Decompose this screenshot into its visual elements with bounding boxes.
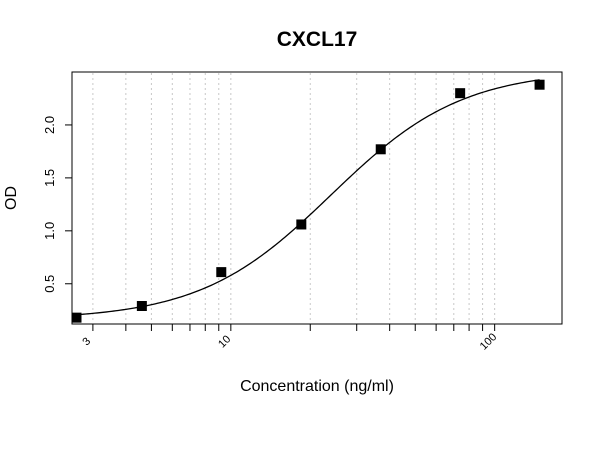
data-point bbox=[296, 219, 307, 230]
chart-title: CXCL17 bbox=[277, 28, 358, 51]
y-tick-label: 0.5 bbox=[42, 275, 57, 293]
y-tick-label: 1.5 bbox=[42, 169, 57, 187]
data-points bbox=[71, 79, 545, 323]
x-tick-label: 100 bbox=[478, 331, 499, 352]
data-point bbox=[136, 301, 147, 311]
x-axis: 3 10 100 bbox=[80, 324, 499, 353]
data-point bbox=[216, 267, 227, 278]
fit-curve bbox=[76, 79, 540, 316]
y-axis-label: OD bbox=[3, 186, 20, 210]
x-tick-label: 3 bbox=[80, 335, 93, 348]
x-axis-label: Concentration (ng/ml) bbox=[240, 378, 394, 395]
grid-lines bbox=[92, 73, 496, 323]
y-axis: 0.5 1.0 1.5 2.0 bbox=[42, 116, 73, 293]
data-point bbox=[455, 88, 466, 99]
x-tick-label: 10 bbox=[216, 333, 233, 350]
y-tick-label: 1.0 bbox=[42, 222, 57, 240]
data-point bbox=[71, 312, 82, 323]
plot-frame bbox=[71, 71, 563, 325]
data-point bbox=[375, 144, 386, 155]
y-tick-label: 2.0 bbox=[42, 116, 57, 134]
data-point bbox=[534, 79, 545, 90]
